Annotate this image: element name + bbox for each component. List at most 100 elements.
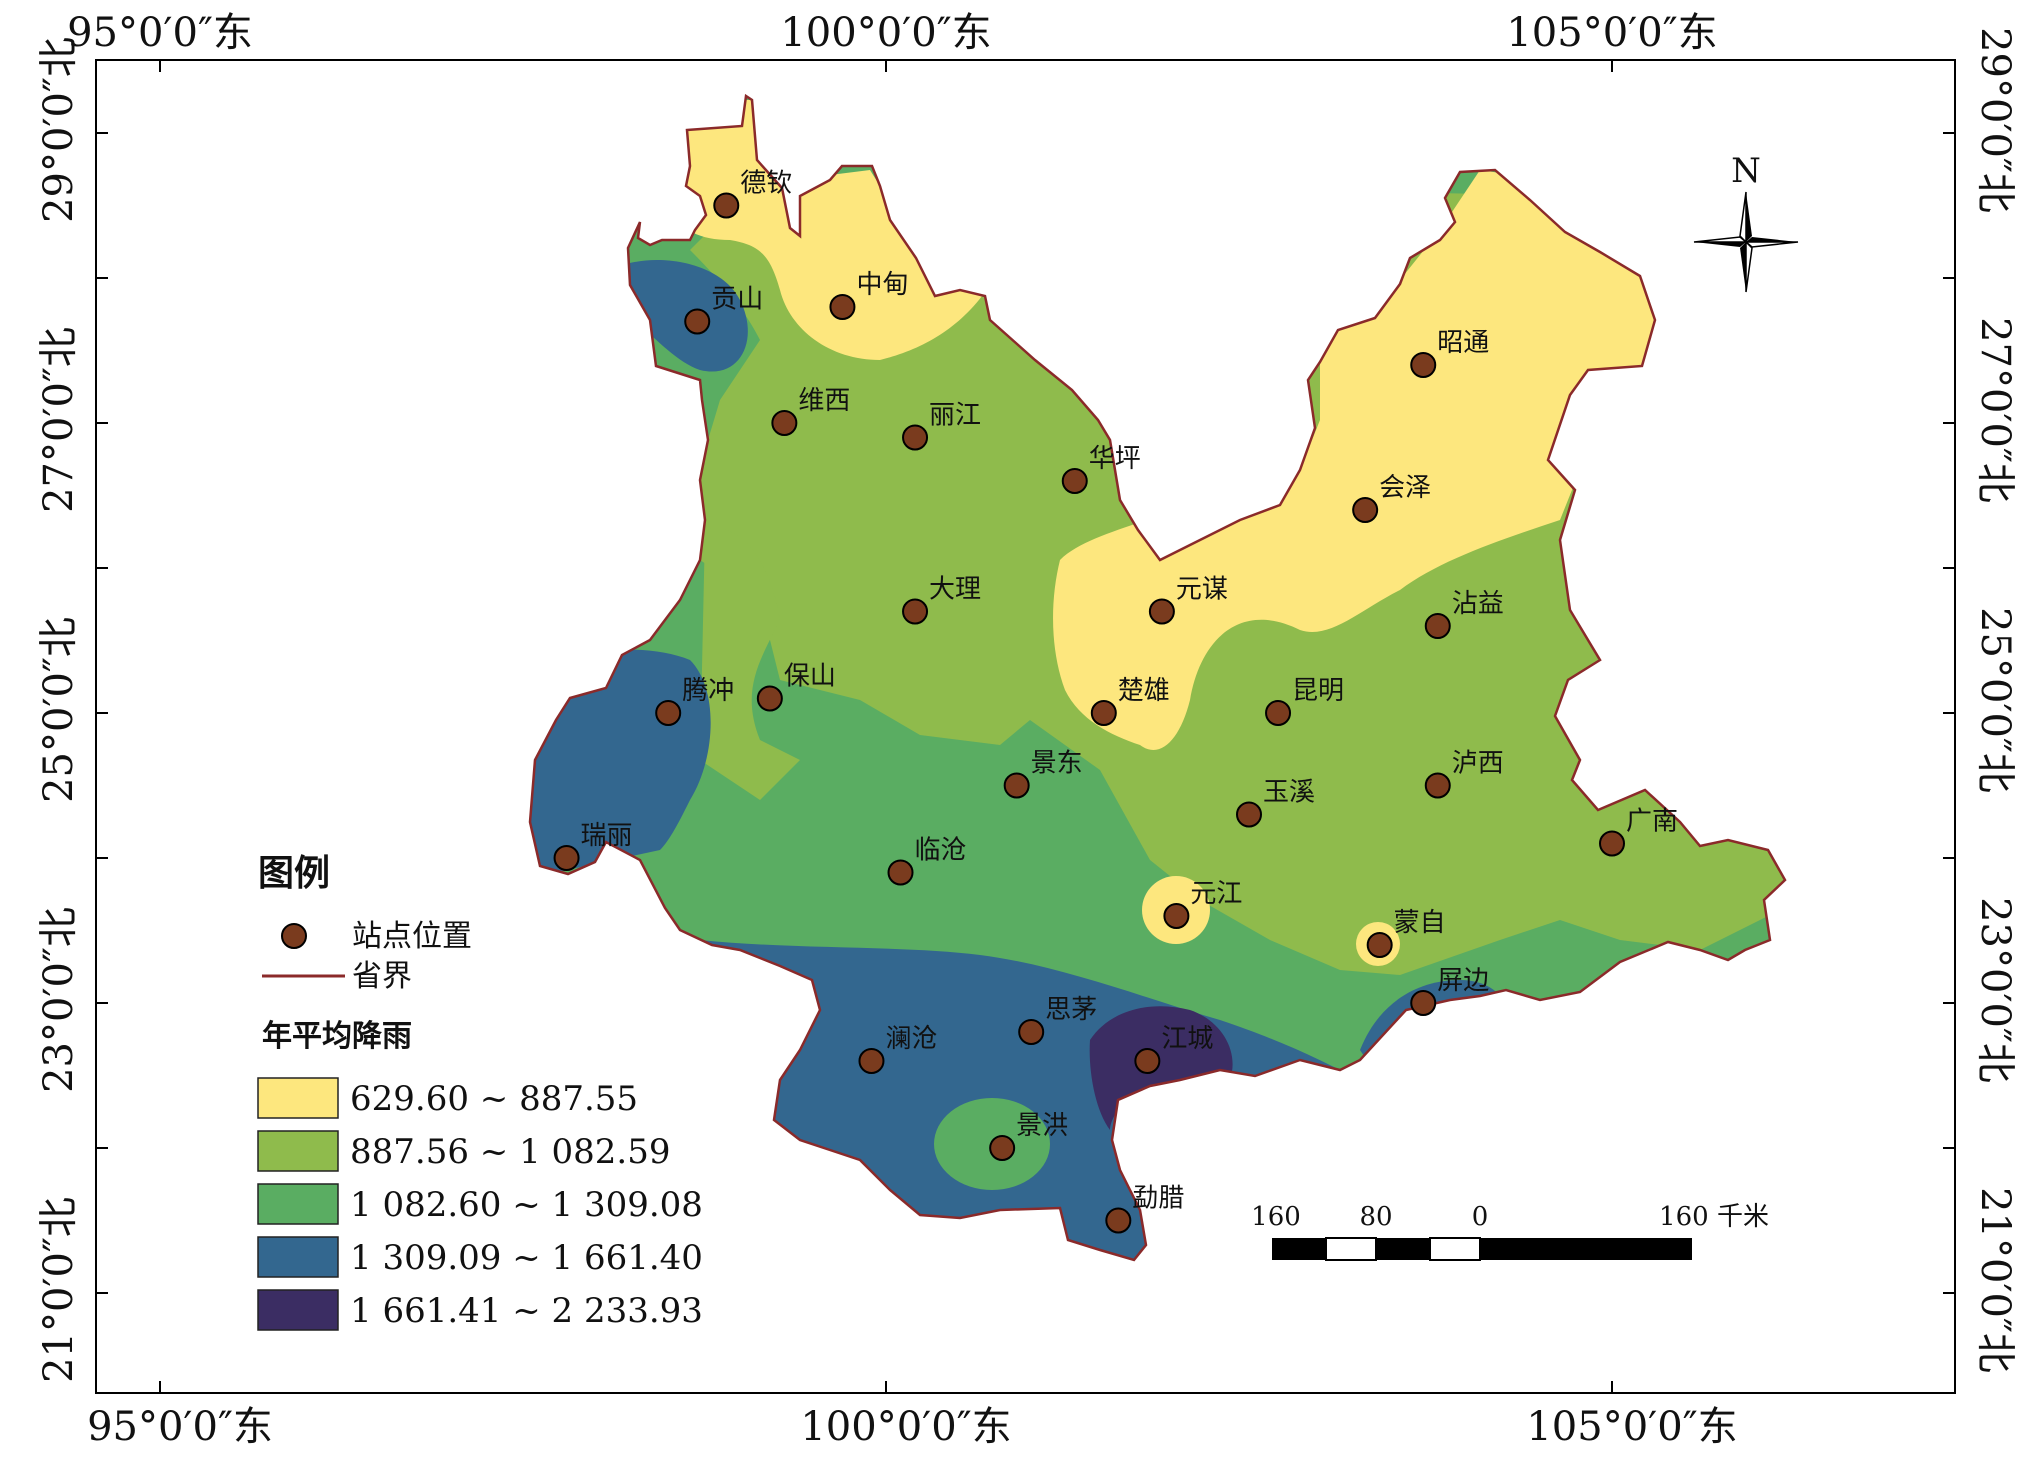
legend-station-symbol [281,923,307,949]
left-lat-label-5: 21°0′0″北 [36,1197,82,1383]
scale-seg-4 [1429,1237,1481,1261]
station-marker [756,685,783,712]
station-marker [1410,990,1437,1016]
station-13: 保山 [756,662,836,712]
legend-boundary-label: 省界 [352,959,412,994]
scale-seg-3 [1376,1238,1430,1260]
station-label: 玉溪 [1263,778,1315,808]
scale-label-1: 160 [1251,1202,1301,1232]
stations-layer: 德钦贡山 中甸维西丽江华坪 昭通会泽元谋 大理 沾益腾冲 保山 楚雄 昆明景东 泸西玉溪瑞丽临沧… [553,169,1678,1234]
scale-bar: 160 80 0 160 千米 [1251,1202,1769,1261]
left-lat-label-1: 29°0′0″北 [36,37,82,223]
legend: 图例 站点位置 省界 年平均降雨 629.60 ~ 887.55 887.56 ~… [257,852,703,1331]
station-label: 瑞丽 [581,821,633,851]
station-marker [1265,700,1292,726]
station-marker [989,1135,1016,1161]
station-8: 会泽 [1352,473,1431,523]
left-lat-label-3: 25°0′0″北 [36,617,82,803]
station-marker [1424,772,1451,799]
zone-629-887-north [660,100,990,360]
station-label: 大理 [929,575,981,605]
legend-range-label: 1 082.60 ~ 1 309.08 [350,1185,703,1225]
station-29: 勐腊 [1105,1184,1184,1234]
station-label: 元谋 [1176,575,1228,605]
right-lat-label-4: 23°0′0″北 [1972,897,2018,1083]
station-marker [1090,700,1117,726]
station-marker [553,845,580,871]
station-marker [902,424,929,451]
station-marker [1003,772,1030,799]
station-label: 屏边 [1437,966,1489,996]
legend-title: 图例 [258,852,330,894]
coordinate-labels: 95°0′0″东 100°0′0″东 105°0′0″东 95°0′0″东 10… [36,10,2018,1450]
station-19: 瑞丽 [553,821,633,871]
station-9: 元谋 [1148,575,1228,625]
scale-seg-1 [1272,1238,1326,1260]
station-marker [713,192,740,219]
station-label: 丽江 [929,401,981,431]
station-marker [1352,497,1379,523]
station-label: 广南 [1626,807,1678,837]
station-label: 沾益 [1452,589,1504,619]
station-26: 澜沧 [858,1024,937,1074]
top-lon-label-1: 95°0′0″东 [67,10,253,56]
station-marker [1163,903,1190,929]
station-3: 中甸 [829,270,908,320]
station-10: 大理 [902,575,981,625]
station-label: 会泽 [1379,473,1431,503]
bottom-lon-label-2: 100°0′0″东 [800,1404,1011,1450]
station-14: 楚雄 [1090,676,1170,726]
station-5: 丽江 [902,401,981,451]
station-18: 玉溪 [1236,778,1315,828]
station-17: 泸西 [1424,749,1504,799]
left-lat-label-4: 23°0′0″北 [36,907,82,1093]
legend-range-label: 1 661.41 ~ 2 233.93 [350,1291,703,1331]
station-16: 景东 [1003,749,1083,799]
station-marker [902,598,929,625]
station-label: 华坪 [1089,444,1141,474]
station-marker [1236,801,1262,828]
station-label: 保山 [784,662,836,692]
bottom-lon-label-1: 95°0′0″东 [87,1404,273,1450]
legend-swatch [257,1183,339,1225]
legend-range-label: 629.60 ~ 887.55 [350,1079,638,1119]
station-marker [887,859,914,886]
bottom-lon-label-3: 105°0′0″东 [1526,1404,1737,1450]
station-marker [1134,1048,1161,1074]
station-label: 维西 [798,386,850,416]
left-lat-label-2: 27°0′0″北 [36,327,82,513]
station-label: 昆明 [1292,676,1344,706]
station-label: 腾冲 [682,676,734,706]
top-lon-label-3: 105°0′0″东 [1506,10,1717,56]
station-marker [1410,352,1437,378]
top-lon-label-2: 100°0′0″东 [780,10,991,56]
station-label: 德钦 [740,169,792,199]
scale-label-4: 160 千米 [1659,1202,1769,1232]
legend-swatch [257,1130,339,1172]
station-20: 临沧 [887,836,967,886]
legend-swatch [257,1289,339,1331]
right-lat-label-5: 21°0′0″北 [1972,1187,2018,1373]
station-label: 贡山 [711,285,763,315]
zone-1309-1661-gongshan [610,260,748,372]
north-arrow-icon: N [1693,151,1799,293]
frame-ticks [96,60,1955,1393]
station-15: 昆明 [1265,676,1344,726]
zone-887-1082-west [700,528,800,800]
station-marker [655,700,682,726]
station-label: 昭通 [1437,328,1489,358]
station-6: 华坪 [1061,444,1141,494]
legend-rain-title: 年平均降雨 [262,1019,412,1054]
legend-station-label: 站点位置 [352,919,472,954]
station-marker [829,294,856,320]
map-frame [95,59,1956,1394]
station-23: 蒙自 [1366,908,1446,958]
station-label: 泸西 [1452,749,1504,779]
station-25: 思茅 [1018,995,1097,1045]
station-7: 昭通 [1410,328,1489,378]
right-lat-label-3: 25°0′0″北 [1972,607,2018,793]
station-marker [1366,932,1393,958]
station-label: 勐腊 [1132,1184,1184,1214]
station-label: 景洪 [1016,1111,1068,1141]
